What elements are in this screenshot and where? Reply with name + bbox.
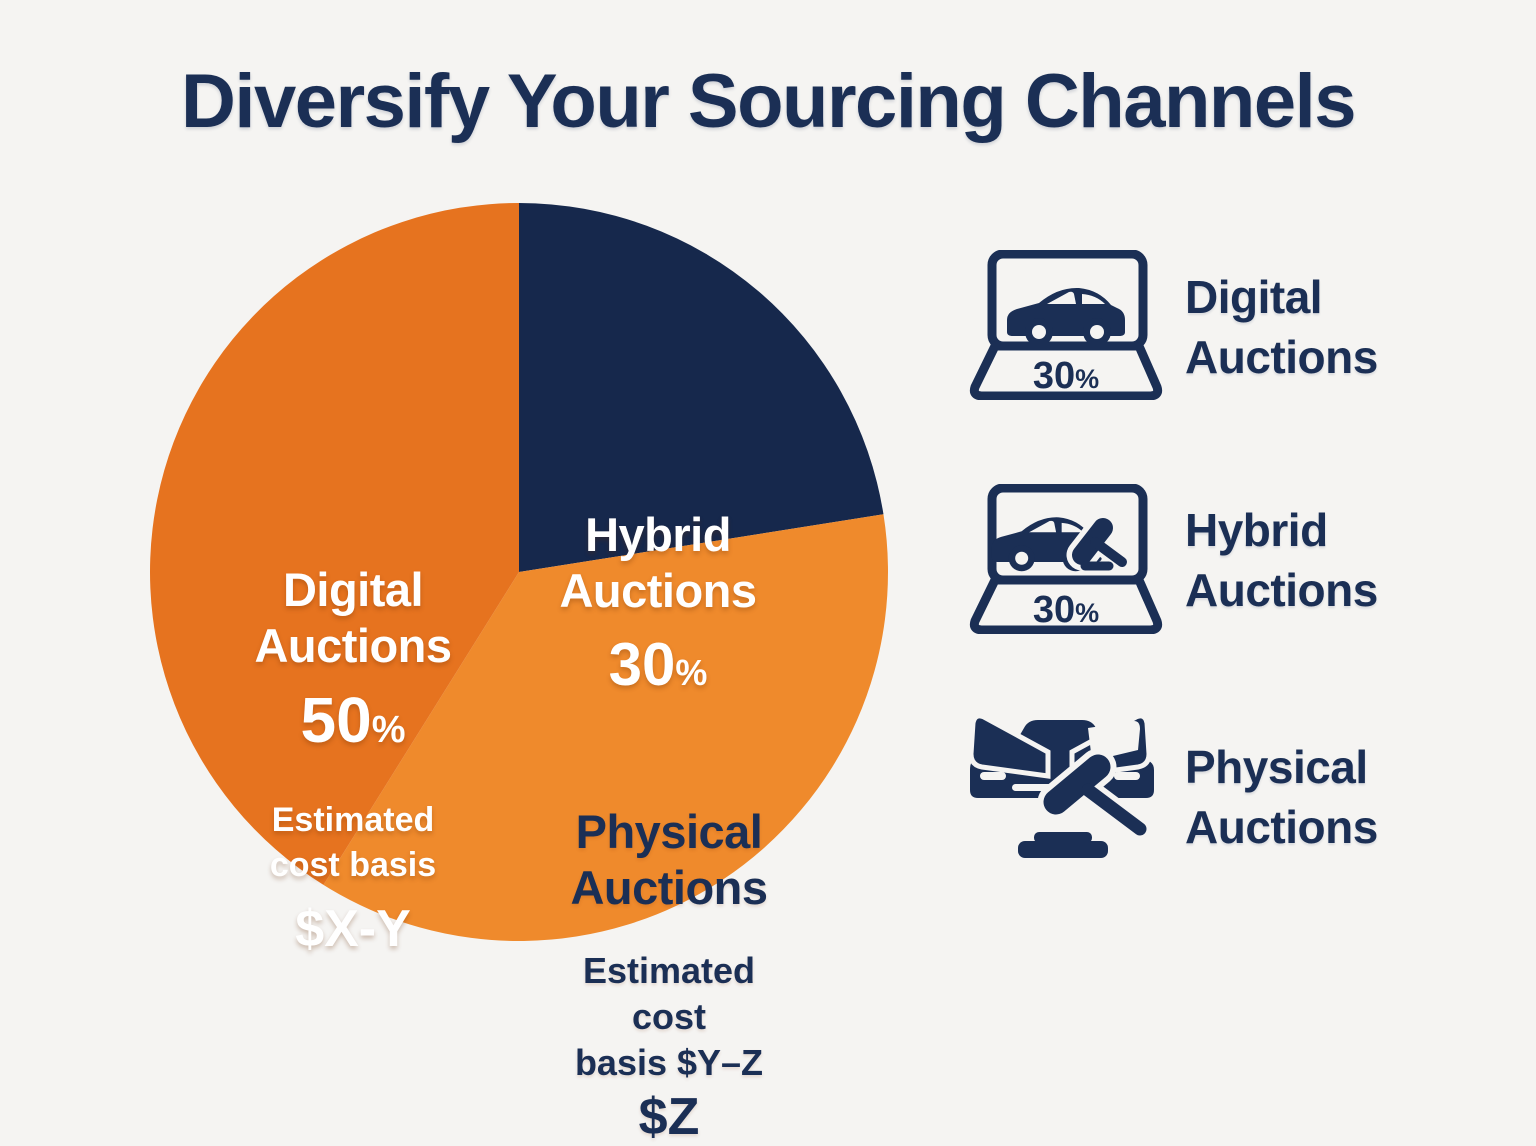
pie-segment-physical-auctions — [323, 514, 889, 942]
digital-share-badge: 30% — [1033, 355, 1099, 397]
legend-label-digital: Digital Auctions — [1185, 271, 1378, 383]
headlight — [980, 772, 1006, 780]
segment-name: Physical Auctions — [570, 805, 768, 914]
headlight — [1114, 772, 1140, 780]
page-title: Diversify Your Sourcing Channels — [181, 59, 1356, 144]
laptop-car-icon: 30% — [969, 250, 1163, 400]
pie-label-hybrid-auctions: Hybrid Auctions 30% — [559, 507, 757, 717]
segment-cost-value: $Z — [638, 1088, 700, 1146]
pie-label-physical-auctions: Physical Auctions Estimated cost basis $… — [559, 804, 779, 1146]
sourcing-pie-chart: Digital Auctions 50% Estimated cost basi… — [149, 202, 889, 1146]
laptop-base — [969, 341, 1163, 400]
gavel-icon — [1018, 748, 1154, 858]
hybrid-share-badge: 30% — [1033, 589, 1099, 631]
gavel-icon — [1066, 512, 1133, 572]
gavel-block-top — [1034, 832, 1092, 843]
left-door — [968, 713, 1051, 779]
segment-cost-value: $X-Y — [295, 900, 411, 958]
segment-cost-note: Estimated cost basis $Y–Z — [574, 950, 764, 1083]
pie-segment-digital-auctions — [149, 202, 519, 885]
segment-name: Digital Auctions — [254, 563, 452, 672]
segment-cost-note: Estimated cost basis — [269, 801, 437, 884]
segment-percentage: 50% — [300, 684, 406, 756]
pie-segments — [149, 202, 889, 942]
segment-percentage: 30% — [608, 631, 708, 698]
gavel-block-base — [1018, 841, 1108, 858]
pie-segment-hybrid-auctions — [519, 203, 884, 572]
segment-name: Hybrid Auctions — [559, 508, 757, 617]
laptop-car-gavel-icon: 30% — [969, 484, 1163, 634]
laptop-base — [969, 575, 1163, 634]
legend-label-hybrid: Hybrid Auctions — [1185, 504, 1378, 616]
car-icon — [1007, 287, 1125, 346]
car-gavel-icon — [968, 713, 1154, 858]
legend-label-physical: Physical Auctions — [1185, 741, 1378, 853]
pie-label-digital-auctions: Digital Auctions 50% Estimated cost basi… — [254, 562, 452, 958]
